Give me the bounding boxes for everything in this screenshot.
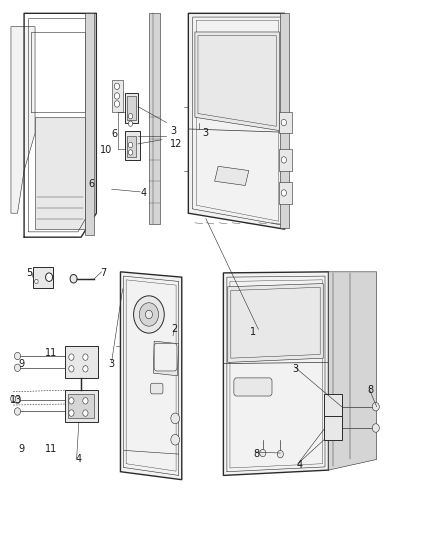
Circle shape xyxy=(134,296,164,333)
Bar xyxy=(125,93,138,123)
Circle shape xyxy=(281,157,286,163)
Text: 3: 3 xyxy=(202,128,208,138)
Text: 9: 9 xyxy=(18,444,25,454)
Circle shape xyxy=(171,434,180,445)
Circle shape xyxy=(14,396,21,403)
Text: 13: 13 xyxy=(10,395,22,405)
Circle shape xyxy=(128,121,133,126)
Circle shape xyxy=(145,310,152,319)
Circle shape xyxy=(114,93,120,99)
Bar xyxy=(112,80,123,112)
Polygon shape xyxy=(11,27,35,213)
Circle shape xyxy=(69,354,74,360)
Circle shape xyxy=(83,366,88,372)
Bar xyxy=(279,182,292,204)
Bar xyxy=(68,394,94,418)
Polygon shape xyxy=(215,166,249,185)
Polygon shape xyxy=(195,32,279,131)
Text: 11: 11 xyxy=(45,348,57,358)
Circle shape xyxy=(14,408,21,415)
Circle shape xyxy=(128,114,133,119)
Bar xyxy=(324,416,342,440)
Circle shape xyxy=(83,354,88,360)
Polygon shape xyxy=(153,341,179,376)
Polygon shape xyxy=(328,272,377,470)
Circle shape xyxy=(277,450,283,458)
Bar xyxy=(125,131,140,160)
Circle shape xyxy=(69,410,74,416)
Circle shape xyxy=(70,274,77,283)
Circle shape xyxy=(281,119,286,126)
Polygon shape xyxy=(35,117,85,229)
Bar xyxy=(279,149,292,171)
Circle shape xyxy=(114,101,120,107)
FancyBboxPatch shape xyxy=(154,343,177,371)
Polygon shape xyxy=(223,272,328,475)
Text: 3: 3 xyxy=(170,126,176,135)
Text: 1: 1 xyxy=(250,327,256,336)
Circle shape xyxy=(11,395,16,402)
Circle shape xyxy=(83,398,88,404)
Text: 11: 11 xyxy=(45,444,57,454)
Bar xyxy=(65,346,98,378)
Text: 9: 9 xyxy=(18,359,25,368)
Text: 8: 8 xyxy=(367,385,373,395)
Circle shape xyxy=(69,398,74,404)
Circle shape xyxy=(69,366,74,372)
Text: 2: 2 xyxy=(171,325,177,334)
FancyBboxPatch shape xyxy=(234,378,272,396)
Circle shape xyxy=(260,449,266,457)
Bar xyxy=(280,13,289,228)
Text: 6: 6 xyxy=(88,179,95,189)
Text: 7: 7 xyxy=(100,268,106,278)
Polygon shape xyxy=(228,284,323,362)
Bar xyxy=(127,96,136,120)
Text: 12: 12 xyxy=(170,139,182,149)
Bar xyxy=(324,394,342,418)
Bar xyxy=(65,390,98,422)
Bar xyxy=(85,13,94,235)
FancyBboxPatch shape xyxy=(151,383,163,394)
Text: 4: 4 xyxy=(141,188,147,198)
Circle shape xyxy=(14,364,21,372)
Polygon shape xyxy=(149,13,160,224)
Circle shape xyxy=(35,279,38,284)
Circle shape xyxy=(83,410,88,416)
Bar xyxy=(33,266,53,288)
Circle shape xyxy=(46,273,53,281)
Circle shape xyxy=(372,402,379,411)
Circle shape xyxy=(114,83,120,90)
Circle shape xyxy=(128,150,133,155)
Circle shape xyxy=(281,190,286,196)
Polygon shape xyxy=(120,272,182,480)
Text: 4: 4 xyxy=(75,455,81,464)
Circle shape xyxy=(14,352,21,360)
Text: 10: 10 xyxy=(100,146,112,155)
Text: 3: 3 xyxy=(293,364,299,374)
Text: 8: 8 xyxy=(253,449,259,459)
Text: 3: 3 xyxy=(109,359,115,368)
Circle shape xyxy=(139,303,159,326)
Text: 6: 6 xyxy=(112,130,118,139)
Circle shape xyxy=(372,424,379,432)
Circle shape xyxy=(128,142,133,148)
Bar xyxy=(127,136,136,157)
Bar xyxy=(279,112,292,133)
Text: 4: 4 xyxy=(297,460,303,470)
Polygon shape xyxy=(188,13,285,229)
Text: 5: 5 xyxy=(26,268,32,278)
Circle shape xyxy=(171,413,180,424)
